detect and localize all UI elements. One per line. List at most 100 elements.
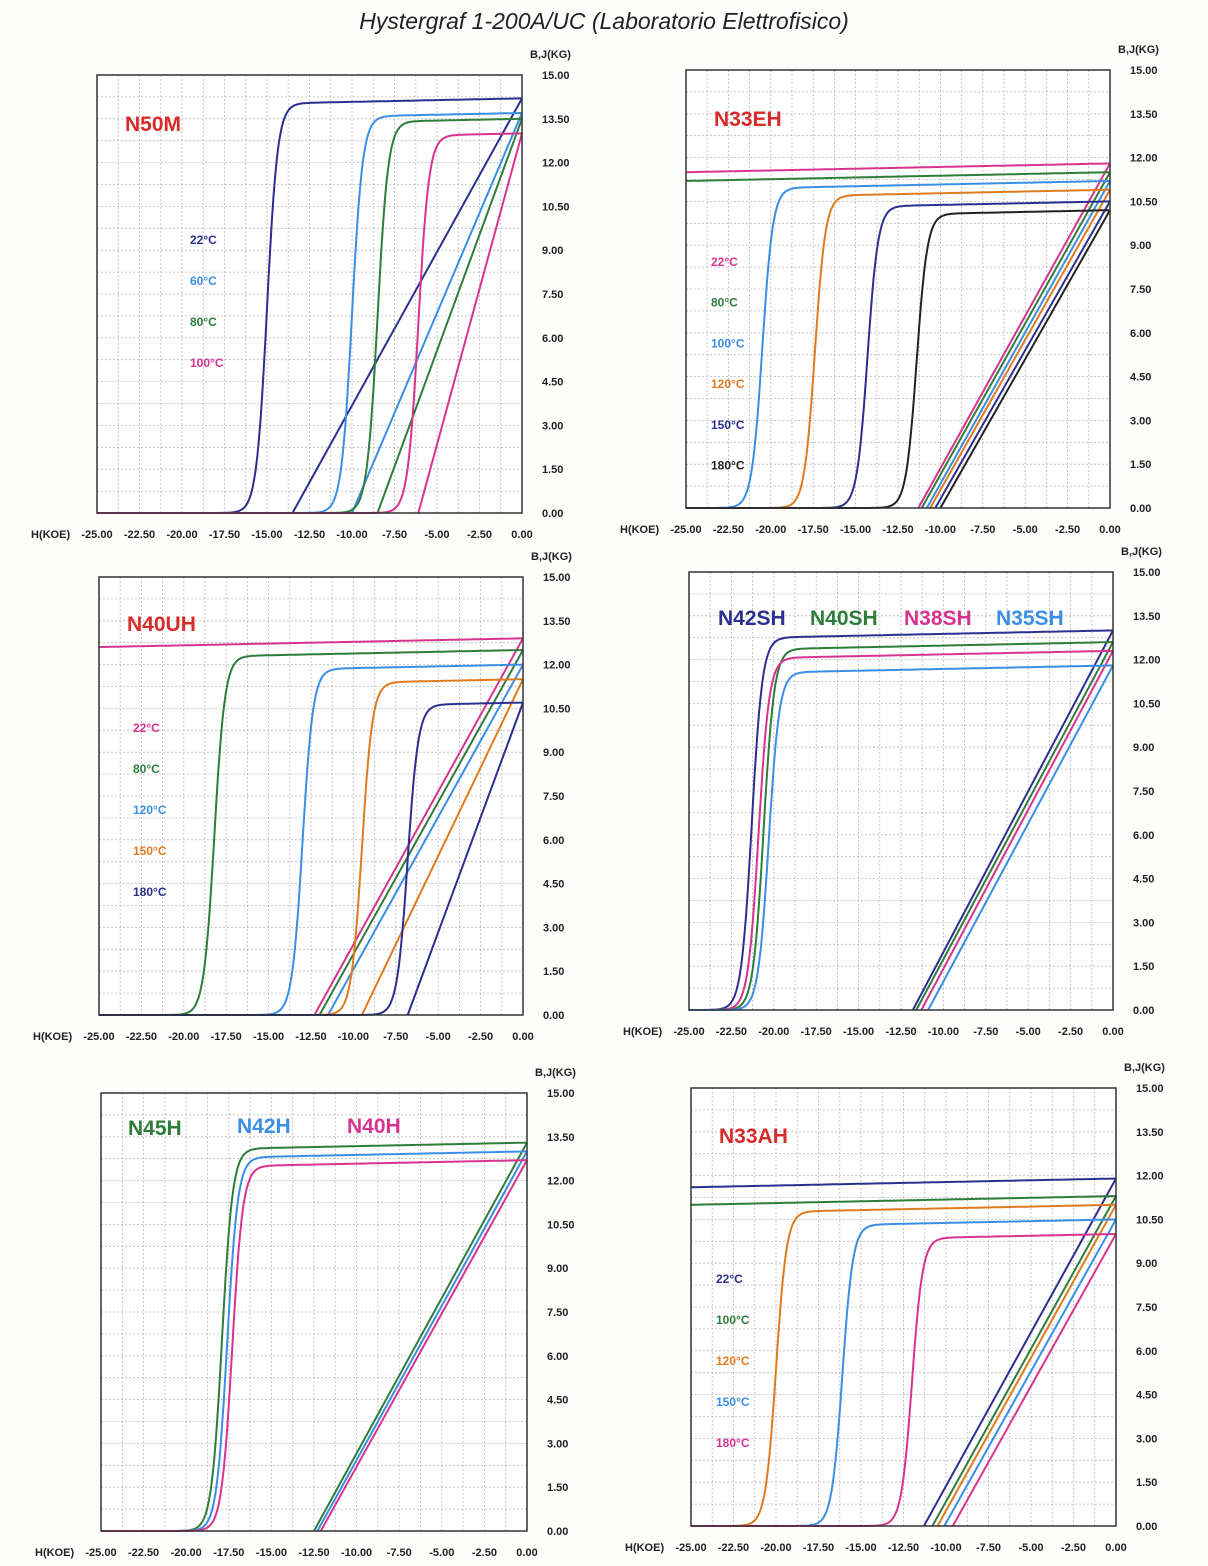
chart-panel: -25.00 -22.50 -20.00 -17.50 -15.00 -12.50 -10.…	[31, 49, 571, 541]
y-tick-label: 15.00	[547, 1088, 575, 1100]
y-axis-label: B,J(KG)	[530, 49, 571, 61]
x-tick-label: -20.00	[166, 529, 197, 541]
y-tick-label: 1.50	[542, 464, 563, 476]
x-tick-label: -20.00	[168, 1031, 199, 1043]
y-tick-label: 9.00	[547, 1263, 568, 1275]
grade-label: N50M	[125, 113, 181, 136]
x-tick-label: -25.00	[675, 1542, 706, 1554]
y-tick-label: 13.50	[1130, 109, 1158, 121]
normal-curve	[360, 678, 524, 1016]
y-tick-label: 12.00	[547, 1176, 575, 1188]
x-tick-label: -5.00	[429, 1547, 454, 1559]
normal-curve	[927, 664, 1114, 1011]
page-title: Hystergraf 1-200A/UC (Laboratorio Elettr…	[359, 8, 849, 34]
y-tick-label: 9.00	[1130, 240, 1151, 252]
x-axis-label: H(KOE)	[625, 1542, 664, 1554]
x-tick-label: -15.00	[256, 1547, 287, 1559]
legend-entry: 22°C	[190, 233, 217, 247]
y-tick-label: 10.50	[543, 703, 571, 715]
y-tick-label: 7.50	[542, 289, 563, 301]
y-tick-label: 9.00	[1133, 742, 1154, 754]
x-tick-label: -12.50	[295, 1031, 326, 1043]
y-axis-label: B,J(KG)	[1124, 1062, 1165, 1074]
y-tick-label: 3.00	[543, 922, 564, 934]
x-tick-label: -2.50	[1061, 1542, 1086, 1554]
x-tick-label: -15.00	[251, 529, 282, 541]
y-tick-label: 1.50	[1136, 1477, 1157, 1489]
y-tick-label: 3.00	[1136, 1433, 1157, 1445]
x-tick-label: -5.00	[424, 529, 449, 541]
y-tick-label: 15.00	[1133, 567, 1161, 579]
x-tick-label: -10.00	[928, 1026, 959, 1038]
y-tick-label: 7.50	[1133, 786, 1154, 798]
x-tick-label: -7.50	[387, 1547, 412, 1559]
grade-label: N40H	[347, 1115, 401, 1138]
y-tick-label: 12.00	[1133, 655, 1161, 667]
x-tick-label: -20.00	[171, 1547, 202, 1559]
normal-curve	[417, 133, 523, 514]
x-tick-label: -5.00	[426, 1031, 451, 1043]
x-tick-label: -22.50	[718, 1542, 749, 1554]
x-tick-label: -22.50	[124, 529, 155, 541]
plot-frame	[690, 1087, 1117, 1527]
intrinsic-curve	[691, 1195, 1117, 1206]
grade-label: N40UH	[127, 613, 196, 636]
plot-frame	[96, 74, 523, 514]
y-tick-label: 9.00	[1136, 1258, 1157, 1270]
plot-frame	[685, 69, 1111, 509]
y-tick-label: 3.00	[1133, 917, 1154, 929]
y-tick-label: 13.50	[1136, 1127, 1164, 1139]
x-tick-label: -2.50	[467, 529, 492, 541]
y-tick-label: 4.50	[542, 377, 563, 389]
normal-curve	[313, 1142, 528, 1532]
x-tick-label: -12.50	[298, 1547, 329, 1559]
legend-entry: 150°C	[133, 844, 167, 858]
y-tick-label: 4.50	[547, 1395, 568, 1407]
normal-curve	[920, 171, 1111, 509]
normal-curve	[943, 1218, 1117, 1527]
x-axis-label: H(KOE)	[35, 1547, 74, 1559]
chart-panel: -25.00 -22.50 -20.00 -17.50 -15.00 -12.50 -10.…	[625, 1062, 1165, 1554]
grade-label: N42H	[237, 1115, 291, 1138]
y-tick-label: 7.50	[547, 1307, 568, 1319]
legend-entry: 120°C	[716, 1354, 750, 1368]
legend-entry: 22°C	[711, 255, 738, 269]
legend-entry: 150°C	[711, 418, 745, 432]
intrinsic-curve	[690, 1177, 1117, 1189]
x-tick-label: -10.00	[341, 1547, 372, 1559]
intrinsic-curve	[98, 637, 524, 649]
y-tick-label: 12.00	[1136, 1171, 1164, 1183]
normal-curve	[923, 1178, 1117, 1527]
x-tick-label: -17.50	[803, 1542, 834, 1554]
legend-entry: 100°C	[716, 1313, 750, 1327]
y-axis-label: B,J(KG)	[1118, 44, 1159, 56]
x-axis-label: H(KOE)	[620, 524, 659, 536]
legend-entry: 22°C	[716, 1272, 743, 1286]
y-tick-label: 15.00	[1136, 1083, 1164, 1095]
intrinsic-curve	[689, 664, 1114, 1011]
y-tick-label: 12.00	[542, 158, 570, 170]
normal-curve	[931, 1195, 1117, 1527]
normal-curve	[915, 641, 1114, 1011]
intrinsic-curve	[689, 629, 1113, 1011]
x-tick-label: 0.00	[511, 529, 532, 541]
x-tick-label: 0.00	[512, 1031, 533, 1043]
y-tick-label: 3.00	[542, 420, 563, 432]
x-axis-label: H(KOE)	[31, 529, 70, 541]
legend-entry: 100°C	[190, 356, 224, 370]
grade-label: N38SH	[904, 607, 972, 630]
normal-curve	[319, 1159, 528, 1532]
y-tick-label: 10.50	[547, 1219, 575, 1231]
y-tick-label: 13.50	[1133, 611, 1161, 623]
x-axis-label: H(KOE)	[623, 1026, 662, 1038]
x-tick-label: -2.50	[468, 1031, 493, 1043]
intrinsic-curve	[689, 649, 1114, 1011]
x-tick-label: 0.00	[1102, 1026, 1123, 1038]
x-tick-label: -12.50	[888, 1542, 919, 1554]
x-tick-label: -17.50	[801, 1026, 832, 1038]
x-tick-label: 0.00	[1105, 1542, 1126, 1554]
chart-panel: -25.00 -22.50 -20.00 -17.50 -15.00 -12.50 -10.…	[35, 1067, 576, 1559]
y-tick-label: 1.50	[1130, 459, 1151, 471]
normal-curve	[313, 637, 524, 1016]
x-tick-label: -7.50	[382, 529, 407, 541]
